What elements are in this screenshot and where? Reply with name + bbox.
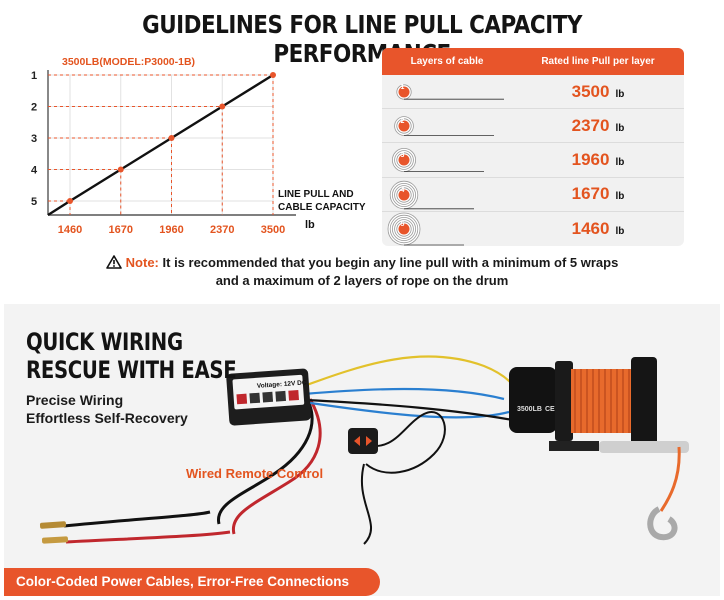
rated-pull-cell: 3500 lb: [512, 82, 684, 102]
cable-layer-graphic: 5: [382, 212, 512, 246]
subtitle-2: Effortless Self-Recovery: [26, 410, 188, 426]
capacity-panel: GUIDELINES FOR LINE PULL CAPACITY PERFOR…: [0, 0, 724, 298]
layer-number: 4: [400, 186, 405, 194]
winch-wiring-illustration: Voltage: 12V DC: [39, 355, 689, 545]
x-tick-label: 3500: [261, 224, 285, 236]
remote-control: [348, 428, 378, 454]
layer-number: 5: [400, 220, 405, 228]
note-line-2: and a maximum of 2 layers of rope on the…: [215, 273, 509, 288]
layer-number: 2: [400, 118, 405, 126]
line-pull-chart: 1460 1670 1960 2370 3500 1 2 3 4 5: [31, 70, 296, 236]
chart-ticks: 1460 1670 1960 2370 3500 1 2 3 4 5: [31, 70, 285, 236]
subtitle-1: Precise Wiring: [26, 392, 124, 408]
rated-pull-value: 2370: [571, 115, 610, 135]
x-tick-label: 1960: [159, 224, 183, 236]
capacity-table: Layers of cable Rated line Pull per laye…: [382, 48, 684, 246]
y-tick-label: 4: [31, 165, 38, 177]
note-label: Note:: [125, 255, 159, 270]
rated-pull-unit: lb: [615, 225, 625, 237]
rated-pull-value: 1460: [571, 218, 610, 238]
x-axis-label: LINE PULL AND CABLE CAPACITY: [278, 189, 366, 213]
cable-spool-icon: [396, 84, 504, 100]
cable-spool-icon: [387, 212, 464, 246]
rated-pull-cell: 2370 lb: [512, 116, 684, 136]
table-body: 1 3500 lb 2 2370 lb 3 1960 lb 4 1670 lb 5 1460 lb: [382, 75, 684, 246]
y-tick-label: 1: [31, 70, 37, 82]
x-axis-unit: lb: [305, 219, 315, 231]
x-tick-label: 1460: [58, 224, 82, 236]
warning-icon: [105, 255, 122, 269]
header-pull: Rated line Pull per layer: [541, 56, 655, 67]
chart-model-label: 3500LB(MODEL:P3000-1B): [62, 56, 196, 68]
cable-spool-icon: [394, 116, 494, 136]
table-row: 2 2370 lb: [382, 109, 684, 144]
table-row: 4 1670 lb: [382, 178, 684, 212]
quick-wiring-title: QUICK WIRING RESCUE WITH EASE: [26, 328, 237, 384]
banner: Color-Coded Power Cables, Error-Free Con…: [4, 568, 380, 596]
series-line: [47, 73, 274, 217]
cable-spool-icon: [391, 148, 484, 173]
winch-label: 3500LB: [517, 406, 542, 413]
y-tick-label: 5: [31, 196, 37, 208]
data-point: [219, 103, 226, 110]
rated-pull-unit: lb: [615, 156, 625, 168]
cable-spool-icon: [389, 180, 474, 209]
table-row: 5 1460 lb: [382, 212, 684, 246]
header-layers: Layers of cable: [410, 56, 484, 67]
contactor-box: Voltage: 12V DC: [226, 368, 312, 426]
note-line-1: It is recommended that you begin any lin…: [162, 255, 619, 270]
wiring-panel: Voltage: 12V DC: [4, 304, 720, 596]
data-point: [117, 166, 124, 173]
x-tick-label: 1670: [109, 224, 133, 236]
table-row: 3 1960 lb: [382, 143, 684, 178]
rated-pull-cell: 1460 lb: [512, 219, 684, 239]
layer-number: 1: [400, 84, 405, 91]
remote-control-label: Wired Remote Control: [186, 466, 324, 481]
table-row: 1 3500 lb: [382, 75, 684, 110]
rated-pull-value: 1960: [571, 149, 610, 169]
cable-layer-graphic: 1: [382, 75, 512, 108]
recommendation-note: Note: It is recommended that you begin a…: [0, 254, 724, 290]
layer-number: 3: [400, 152, 405, 160]
table-header: Layers of cable Rated line Pull per laye…: [382, 48, 684, 75]
title-line-1: QUICK WIRING: [26, 328, 183, 356]
rated-pull-unit: lb: [615, 122, 625, 134]
rated-pull-cell: 1670 lb: [512, 184, 684, 204]
cable-layer-graphic: 4: [382, 178, 512, 211]
y-tick-label: 3: [31, 133, 37, 145]
chart-series: [47, 72, 276, 217]
cable-layer-graphic: 3: [382, 143, 512, 176]
rated-pull-cell: 1960 lb: [512, 150, 684, 170]
x-tick-label: 2370: [210, 224, 234, 236]
winch-ce-mark: CE: [545, 406, 555, 413]
title-line-2: RESCUE WITH EASE: [26, 356, 237, 384]
rated-pull-value: 1670: [571, 184, 610, 204]
data-point: [67, 198, 73, 204]
chart-axes: [47, 70, 296, 216]
rated-pull-unit: lb: [615, 191, 625, 203]
y-tick-label: 2: [31, 102, 37, 114]
data-point: [168, 135, 175, 141]
rated-pull-value: 3500: [571, 81, 610, 101]
cable-layer-graphic: 2: [382, 109, 512, 142]
data-point: [270, 72, 276, 78]
contactor-label: Voltage: 12V DC: [257, 379, 307, 389]
winch: 3500LB CE: [509, 357, 689, 541]
rated-pull-unit: lb: [615, 88, 625, 100]
